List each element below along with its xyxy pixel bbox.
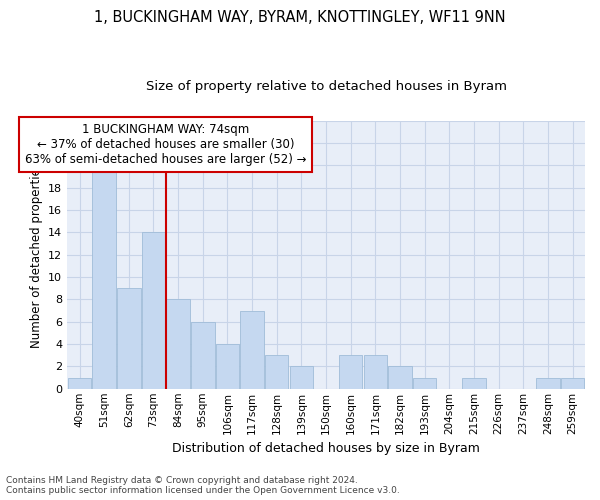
Bar: [241, 310, 264, 389]
Bar: [561, 378, 584, 389]
Text: Contains HM Land Registry data © Crown copyright and database right 2024.
Contai: Contains HM Land Registry data © Crown c…: [6, 476, 400, 495]
Bar: [364, 355, 387, 389]
Bar: [117, 288, 140, 389]
Bar: [413, 378, 436, 389]
Bar: [339, 355, 362, 389]
Title: Size of property relative to detached houses in Byram: Size of property relative to detached ho…: [146, 80, 506, 93]
Bar: [142, 232, 165, 389]
Bar: [191, 322, 215, 389]
Y-axis label: Number of detached properties: Number of detached properties: [29, 162, 43, 348]
Bar: [388, 366, 412, 389]
Bar: [216, 344, 239, 389]
Bar: [536, 378, 560, 389]
Bar: [290, 366, 313, 389]
Text: 1 BUCKINGHAM WAY: 74sqm
← 37% of detached houses are smaller (30)
63% of semi-de: 1 BUCKINGHAM WAY: 74sqm ← 37% of detache…: [25, 123, 307, 166]
Bar: [68, 378, 91, 389]
Text: 1, BUCKINGHAM WAY, BYRAM, KNOTTINGLEY, WF11 9NN: 1, BUCKINGHAM WAY, BYRAM, KNOTTINGLEY, W…: [94, 10, 506, 25]
X-axis label: Distribution of detached houses by size in Byram: Distribution of detached houses by size …: [172, 442, 480, 455]
Bar: [92, 166, 116, 389]
Bar: [166, 300, 190, 389]
Bar: [265, 355, 289, 389]
Bar: [463, 378, 486, 389]
